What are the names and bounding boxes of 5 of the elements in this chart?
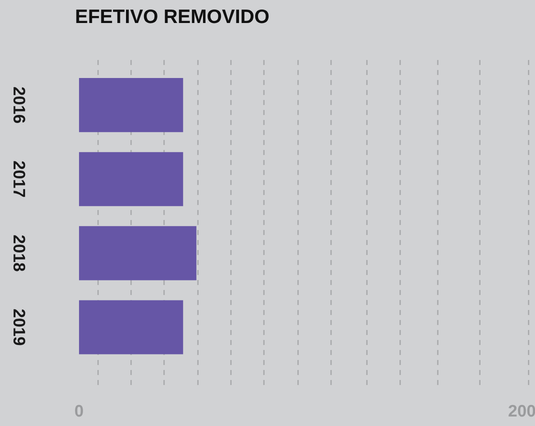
y-tick-label: 2019 <box>13 309 26 346</box>
y-tick-label: 2018 <box>13 235 26 272</box>
y-tick-label: 2017 <box>13 161 26 197</box>
chart-title: EFETIVO REMOVIDO <box>76 9 269 24</box>
y-tick-label: 2016 <box>13 87 26 123</box>
